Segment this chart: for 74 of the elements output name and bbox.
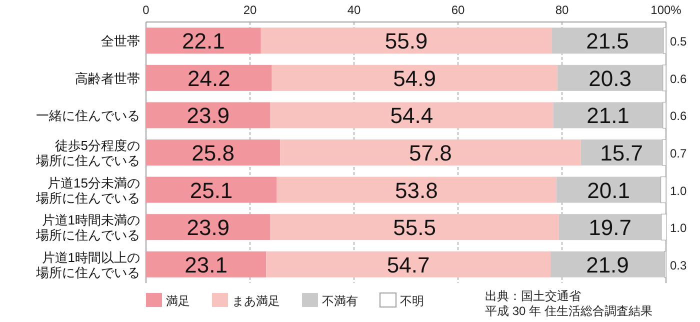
- bar: [580, 140, 662, 166]
- data-label: 21.9: [586, 252, 629, 278]
- data-label: 0.6: [670, 109, 688, 124]
- data-label: 54.7: [386, 252, 430, 278]
- bar: [662, 64, 666, 92]
- bar: [661, 214, 667, 240]
- y-tick-label: 片道15分未満の場所に住んでいる: [35, 175, 140, 206]
- data-label: 23.9: [186, 103, 230, 128]
- x-tick-label: 0: [142, 3, 150, 17]
- legend-label: まあ満足: [232, 294, 280, 308]
- bar: [266, 251, 551, 278]
- legend-label: 不明: [400, 294, 424, 308]
- bar: [146, 102, 270, 128]
- data-label: 54.9: [393, 66, 436, 91]
- data-label: 54.4: [390, 103, 434, 128]
- data-label: 15.7: [600, 140, 643, 166]
- data-label: 1.0: [670, 184, 688, 198]
- x-tick-label: 80: [555, 3, 569, 17]
- bar: [270, 214, 559, 240]
- data-label: 20.3: [588, 66, 632, 91]
- bar: [660, 176, 666, 204]
- y-tick-label: 徒歩5分程度の場所に住んでいる: [35, 138, 140, 168]
- text: 平成 30 年 住生活総合調査結果: [485, 304, 652, 318]
- legend-label: 満足: [166, 294, 190, 308]
- bar: [146, 28, 261, 54]
- x-tick-label: 100%: [650, 3, 682, 17]
- bar: [558, 214, 662, 240]
- data-label: 21.1: [586, 103, 630, 128]
- data-label: 1.0: [670, 221, 688, 236]
- y-tick-label: 片道1時間以上の場所に住んでいる: [35, 250, 140, 280]
- y-tick-label: 高齢者世帯: [75, 70, 140, 86]
- y-tick-label: 片道1時間未満の場所に住んでいる: [35, 212, 140, 243]
- bar: [270, 102, 554, 128]
- data-label: 0.7: [670, 146, 688, 160]
- bar: [556, 176, 661, 203]
- data-label: 22.1: [182, 28, 225, 54]
- bar: [552, 28, 664, 54]
- bar: [146, 140, 280, 166]
- legend-label: 不満有: [322, 294, 358, 308]
- data-label: 55.5: [393, 215, 436, 240]
- data-label: 20.1: [587, 178, 630, 203]
- data-label: 24.2: [188, 66, 230, 91]
- x-tick-label: 20: [243, 3, 257, 17]
- data-label: 57.8: [409, 140, 452, 166]
- data-label: 0.3: [670, 258, 688, 272]
- bar: [550, 251, 664, 278]
- bar: [557, 64, 663, 91]
- bar: [553, 102, 663, 128]
- bar: [260, 28, 552, 54]
- x-tick-label: 60: [451, 3, 465, 17]
- bar: [146, 64, 272, 91]
- bar: [146, 214, 270, 240]
- bar: [280, 140, 581, 166]
- data-label: 53.8: [394, 178, 438, 203]
- data-label: 25.1: [190, 178, 233, 203]
- bar: [663, 27, 666, 54]
- y-tick-label: 一緒に住んでいる: [36, 108, 140, 124]
- data-label: 23.1: [184, 252, 228, 278]
- data-label: 0.6: [670, 72, 688, 86]
- bar: [276, 176, 556, 203]
- data-label: 25.8: [192, 140, 234, 166]
- data-label: 0.5: [670, 34, 688, 49]
- bar: [662, 102, 666, 129]
- data-label: 23.9: [186, 215, 230, 240]
- bar: [146, 251, 266, 278]
- x-tick-label: 40: [347, 3, 361, 17]
- bar: [272, 64, 558, 91]
- source-note: 出典：国土交通省: [485, 289, 581, 303]
- data-label: 21.5: [586, 28, 629, 54]
- bar: [662, 139, 666, 166]
- data-label: 19.7: [588, 215, 632, 240]
- data-label: 55.9: [384, 28, 428, 54]
- y-tick-label: 全世帯: [101, 34, 140, 49]
- bar: [146, 176, 277, 203]
